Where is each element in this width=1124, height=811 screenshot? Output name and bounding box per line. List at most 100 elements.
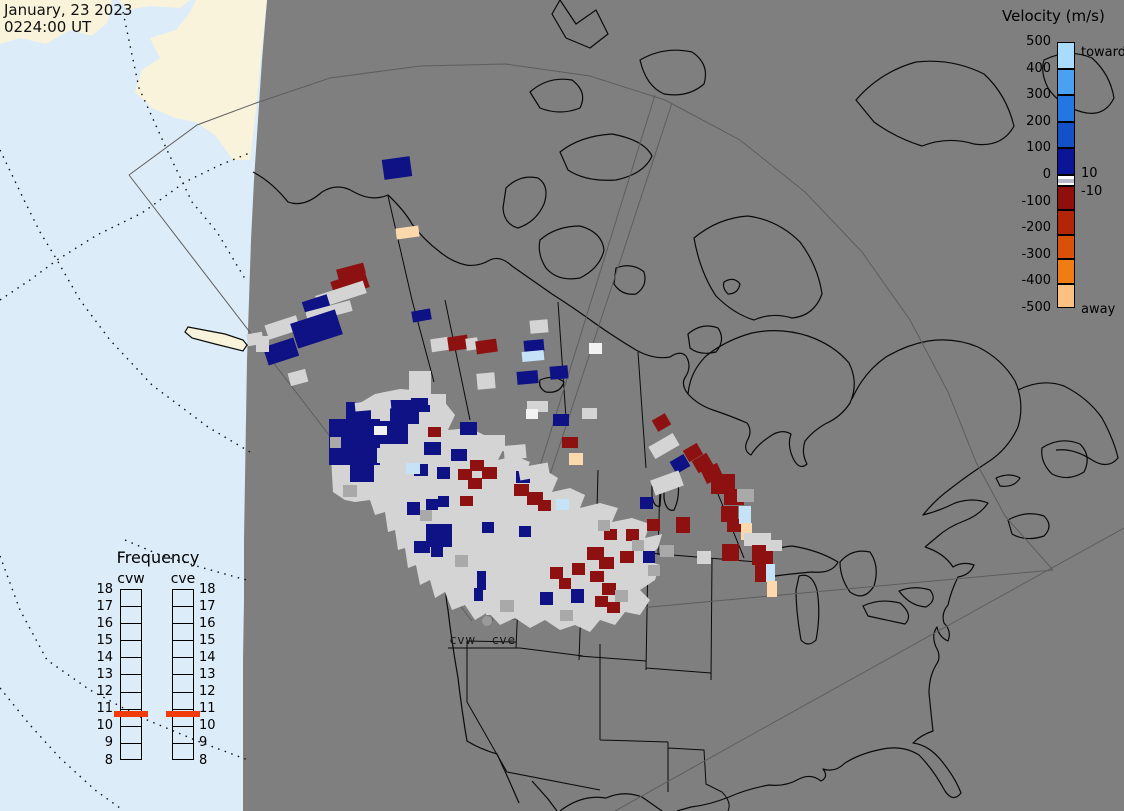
frequency-tick-label: 18 [199,581,216,597]
velocity-cell [426,524,452,547]
velocity-cell [651,413,672,432]
frequency-panel-title: Frequency [116,548,200,567]
velocity-cell [523,339,545,353]
velocity-cell [374,426,387,435]
velocity-cell [559,578,571,589]
velocity-cell [676,517,690,533]
velocity-cell [290,309,343,349]
velocity-cell [519,526,531,537]
velocity-cell [766,540,782,551]
velocity-cell [460,422,477,435]
velocity-cell [767,581,777,597]
frequency-tick-label: 9 [104,735,113,751]
velocity-cell [518,462,550,481]
velocity-cell [556,499,569,510]
frequency-tick-label: 10 [199,718,216,734]
velocity-cell [409,371,431,394]
velocity-tick-label: -500 [1021,300,1051,315]
frequency-marker [166,710,200,717]
velocity-cell [562,437,578,448]
velocity-cell [465,337,479,351]
velocity-colorbar-segment [1057,186,1075,211]
velocity-colorbar-segment [1057,234,1075,260]
velocity-cell [381,156,413,180]
frequency-tick-label: 16 [96,615,113,631]
velocity-colorbar-segment [1057,121,1075,149]
frequency-cell [121,590,141,608]
frequency-cell [121,658,141,676]
velocity-cell [669,453,691,475]
velocity-cell [540,592,553,605]
velocity-neg-threshold-label: -10 [1081,184,1103,199]
velocity-cell [411,398,430,412]
frequency-tick-label: 16 [199,615,216,631]
velocity-cell [414,541,430,553]
alaska-peninsula [184,326,248,352]
velocity-cell [330,437,341,448]
frequency-tick-label: 11 [96,701,113,717]
velocity-cell [428,394,446,405]
velocity-cell [643,551,655,563]
velocity-tick-label: 400 [1026,60,1051,76]
velocity-cell [648,432,680,460]
velocity-cell [727,519,742,532]
velocity-tick-label: 500 [1026,34,1051,49]
velocity-cell [431,546,443,557]
frequency-cell [173,727,193,744]
frequency-column [120,589,142,760]
velocity-cell [626,529,639,541]
velocity-tick-label: 200 [1026,113,1051,129]
frequency-cell [173,710,193,727]
velocity-cell [395,225,420,240]
graticule-dotted [0,11,253,809]
velocity-cell [428,427,441,437]
velocity-cell [599,557,614,569]
velocity-cell [262,337,300,366]
velocity-cell [607,602,620,613]
dayside-land [0,0,267,160]
velocity-cell [526,409,538,419]
frequency-cell [121,710,141,727]
frequency-col1-label: cvw [117,571,145,587]
velocity-tick-label: -300 [1021,246,1051,262]
velocity-cell [411,308,432,323]
velocity-cell [396,444,417,461]
velocity-cell [438,496,449,507]
velocity-cell [437,467,450,479]
velocity-colorbar-segment [1057,210,1075,235]
velocity-colorbar-segment [1057,283,1075,308]
velocity-tick-label: -400 [1021,273,1051,289]
frequency-tick-label: 10 [96,718,113,734]
velocity-cell [549,365,569,380]
velocity-cell [287,368,309,387]
velocity-legend-title: Velocity (m/s) [1002,7,1105,25]
frequency-tick-label: 12 [96,684,113,700]
velocity-cell [503,444,527,460]
velocity-pos-threshold-label: 10 [1081,166,1098,181]
timestamp: January, 23 2023 0224:00 UT [4,2,132,36]
velocity-cell [377,448,396,463]
velocity-cell [604,529,617,540]
velocity-cell [527,401,548,412]
velocity-cell [632,540,644,551]
frequency-cell [173,607,193,625]
velocity-cell [550,567,563,579]
velocity-cell [246,331,264,347]
frequency-tick-label: 17 [199,598,216,614]
velocity-cell [598,520,610,531]
velocity-colorbar-segment [1057,148,1075,175]
frequency-cell [173,675,193,693]
frequency-cell [121,675,141,693]
velocity-neutral-stripe [1058,179,1074,183]
velocity-cell [620,551,634,563]
velocity-cell [697,551,711,564]
velocity-tick-label: 0 [1042,167,1051,182]
frequency-cell [121,744,141,761]
timestamp-date: January, 23 2023 [4,1,133,19]
frequency-cell [121,624,141,642]
velocity-cell [647,519,660,531]
velocity-cell [407,502,420,515]
velocity-colorbar-neutral-band [1057,175,1075,186]
